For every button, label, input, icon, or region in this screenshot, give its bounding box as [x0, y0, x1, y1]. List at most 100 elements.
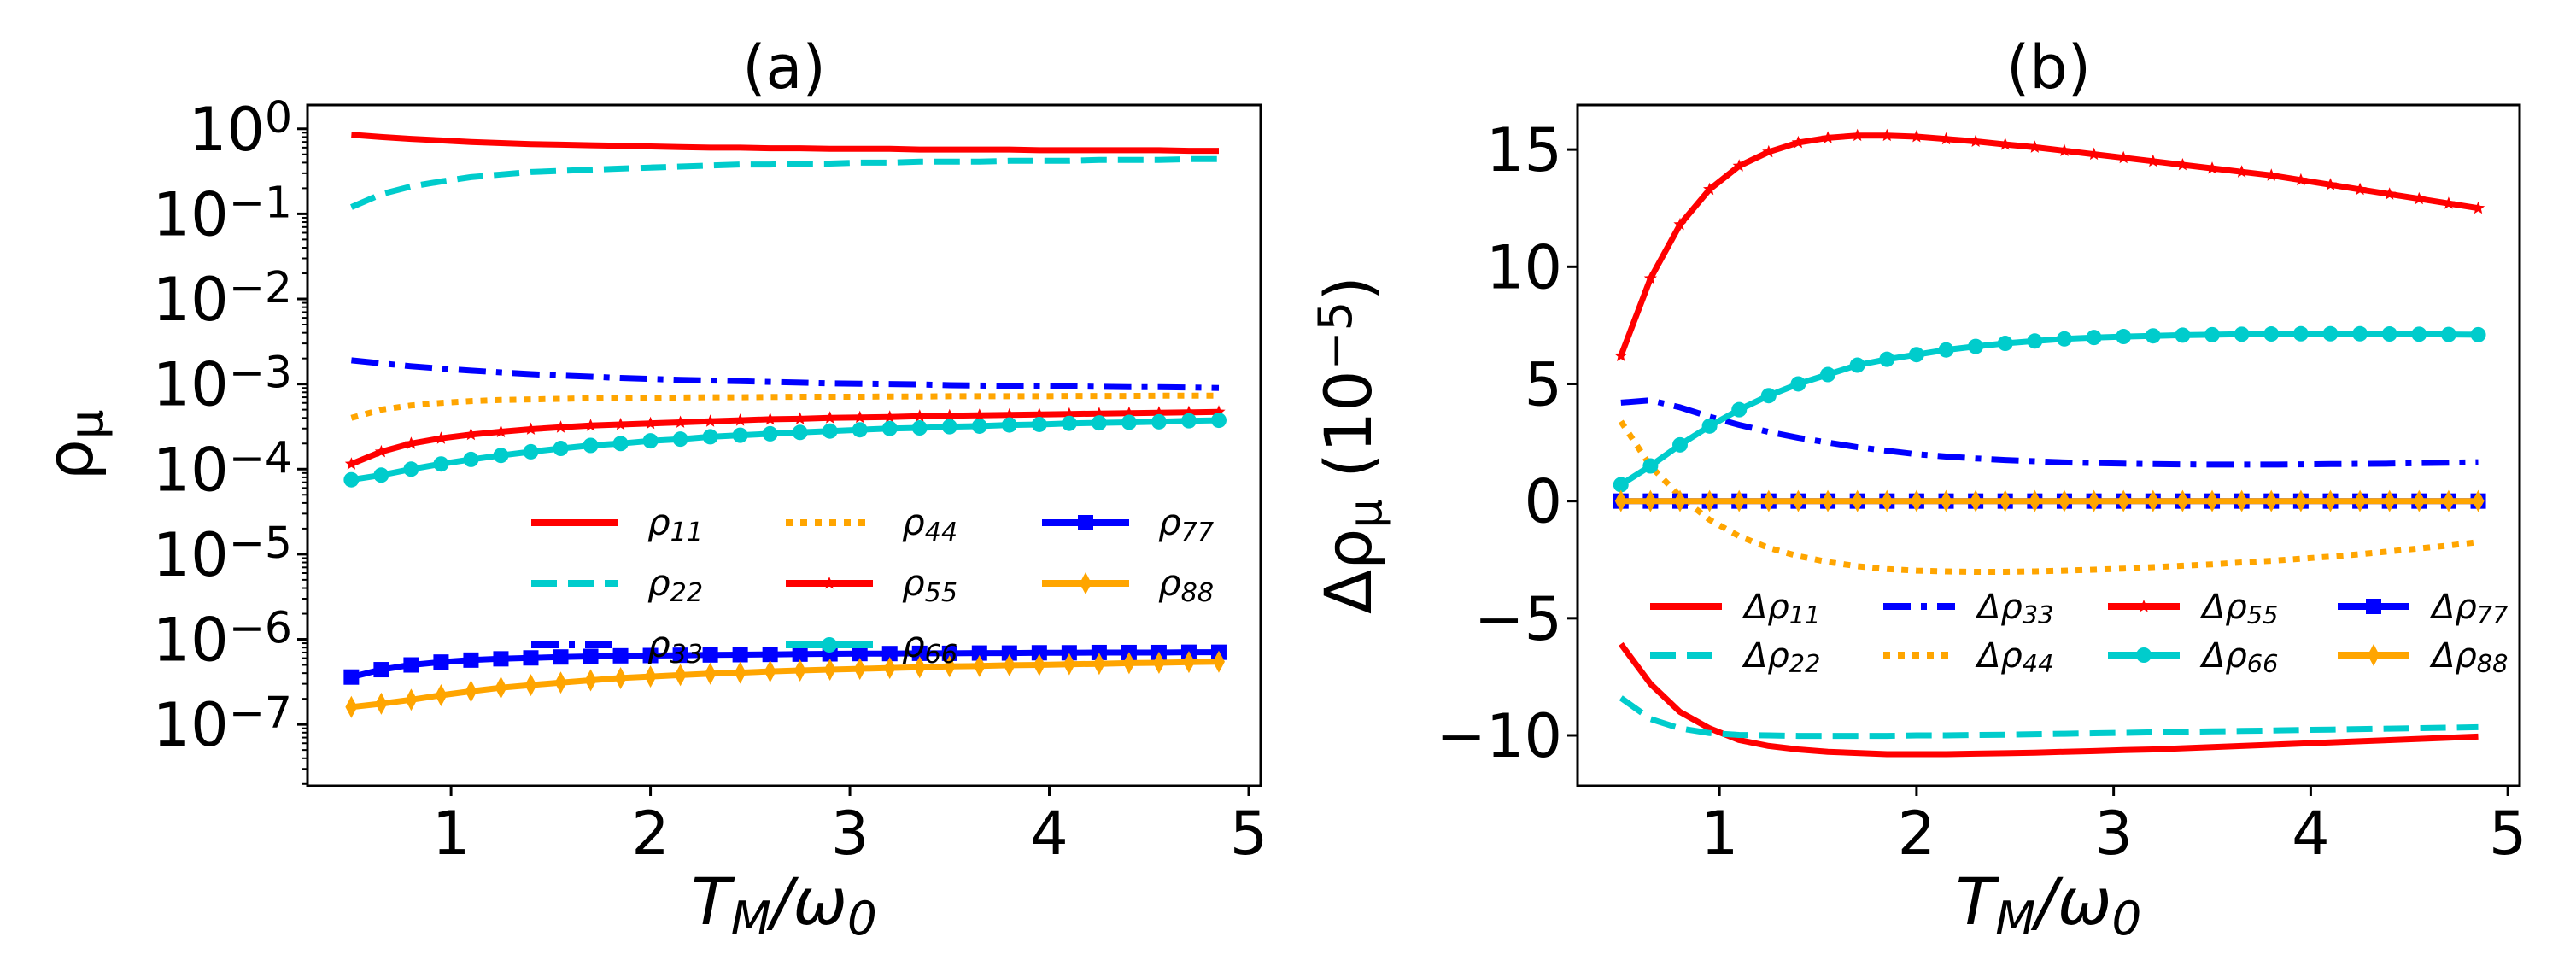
data-point-circle: [2322, 325, 2339, 342]
data-point-thin_diamond: [1152, 651, 1165, 674]
series-line-2: [1620, 397, 2479, 468]
data-point-thin_diamond: [435, 684, 448, 707]
data-point-circle: [2145, 328, 2161, 344]
data-point-circle: [2175, 327, 2191, 343]
series-line-7: [351, 659, 1220, 711]
y-tick-label: 10−2: [153, 262, 292, 335]
data-point-star: [2323, 178, 2338, 190]
x-tick-label: 2: [1898, 799, 1936, 869]
data-point-circle: [1031, 416, 1047, 432]
series-group: [343, 132, 1227, 718]
legend-item: ρ22: [531, 562, 703, 608]
data-point-thin_diamond: [584, 669, 597, 692]
data-point-circle: [1642, 458, 1659, 474]
data-point-thin_diamond: [614, 666, 627, 689]
data-point-square: [1061, 645, 1077, 661]
y-tick-label: 15: [1486, 115, 1562, 185]
data-point-thin_diamond: [2442, 489, 2455, 512]
data-point-thin_diamond: [1910, 489, 1923, 512]
legend-item: ρ55: [786, 562, 957, 608]
data-point-star: [1614, 348, 1628, 361]
data-point-star: [1969, 134, 1982, 147]
data-point-circle: [911, 420, 928, 436]
data-point-star: [494, 424, 508, 437]
legend-label: ρ11: [647, 501, 703, 547]
legend-label: ρ22: [647, 562, 703, 608]
legend-label: Δρ88: [2429, 636, 2508, 678]
data-point-square: [403, 657, 419, 673]
data-point-thin_diamond: [2087, 489, 2100, 512]
legend-label: Δρ22: [1742, 636, 1820, 678]
data-point-square: [1001, 645, 1017, 661]
data-point-circle: [1968, 338, 1984, 354]
x-tick-label: 3: [831, 799, 869, 869]
legend-marker-circle: [2136, 647, 2152, 663]
legend-item: ρ33: [531, 623, 703, 670]
data-point-square: [493, 651, 509, 667]
data-point-square: [881, 646, 898, 662]
data-point-square: [971, 645, 987, 661]
data-point-circle: [672, 431, 688, 448]
legend-marker-thin_diamond: [2368, 644, 2380, 666]
data-point-circle: [2352, 325, 2368, 342]
legend-item: ρ44: [786, 501, 957, 547]
x-tick-label: 1: [432, 799, 471, 869]
legend: Δρ11 Δρ22 Δρ33 Δρ44 Δρ55 Δρ66 Δρ77 Δρ88: [1650, 588, 2509, 678]
data-point-circle: [1849, 357, 1865, 373]
data-point-square: [941, 645, 957, 661]
legend-label: ρ66: [902, 623, 957, 670]
series-group: [1613, 128, 2486, 758]
data-point-star: [1791, 135, 1806, 149]
data-point-star: [524, 422, 538, 435]
data-point-star: [2353, 182, 2367, 196]
data-point-thin_diamond: [1212, 650, 1225, 673]
data-point-circle: [2116, 329, 2132, 345]
data-point-circle: [2263, 326, 2280, 342]
y-axis-label: Δρμ (10−5): [1308, 276, 1392, 614]
x-tick-label: 4: [1030, 799, 1068, 869]
data-point-star: [344, 457, 358, 470]
data-point-circle: [493, 448, 509, 464]
chart-title: (a): [742, 32, 826, 102]
legend-label: ρ77: [1158, 501, 1214, 547]
data-point-circle: [1091, 415, 1107, 431]
data-point-square: [433, 654, 449, 670]
series-line-1: [1619, 695, 2479, 740]
y-tick-label: −10: [1436, 701, 1562, 771]
data-point-star: [2383, 187, 2397, 200]
data-point-thin_diamond: [704, 662, 717, 685]
data-point-star: [1880, 128, 1894, 142]
legend-label: Δρ11: [1742, 588, 1820, 629]
series-line-0: [351, 132, 1219, 155]
legend-marker-square: [1078, 515, 1093, 530]
series-line-4: [350, 408, 1220, 467]
data-point-star: [1092, 407, 1106, 419]
data-point-circle: [941, 419, 957, 435]
data-point-star: [2205, 161, 2219, 174]
data-point-circle: [1820, 366, 1836, 383]
data-point-thin_diamond: [2176, 489, 2189, 512]
data-point-star: [583, 419, 598, 431]
legend-item: Δρ22: [1650, 636, 1820, 678]
data-point-star: [2412, 191, 2426, 205]
data-point-thin_diamond: [1063, 653, 1075, 676]
data-point-star: [2116, 150, 2130, 164]
series-line-5: [350, 417, 1220, 483]
data-point-star: [464, 427, 478, 441]
data-point-star: [1033, 407, 1046, 420]
y-tick-label: 10−5: [153, 518, 292, 590]
axes-frame: [1576, 103, 2521, 787]
data-point-star: [1910, 130, 1923, 143]
data-point-thin_diamond: [345, 695, 358, 718]
y-tick-label: 10: [1486, 232, 1562, 302]
data-point-star: [644, 416, 658, 430]
data-point-square: [911, 645, 928, 661]
data-point-circle: [2292, 325, 2309, 342]
data-point-circle: [1790, 376, 1806, 392]
data-point-thin_diamond: [913, 656, 926, 679]
data-point-thin_diamond: [2029, 489, 2041, 512]
legend-item: Δρ55: [2108, 588, 2278, 629]
data-point-thin_diamond: [524, 674, 537, 697]
data-point-circle: [2470, 326, 2486, 342]
legend-label: ρ44: [902, 501, 957, 547]
